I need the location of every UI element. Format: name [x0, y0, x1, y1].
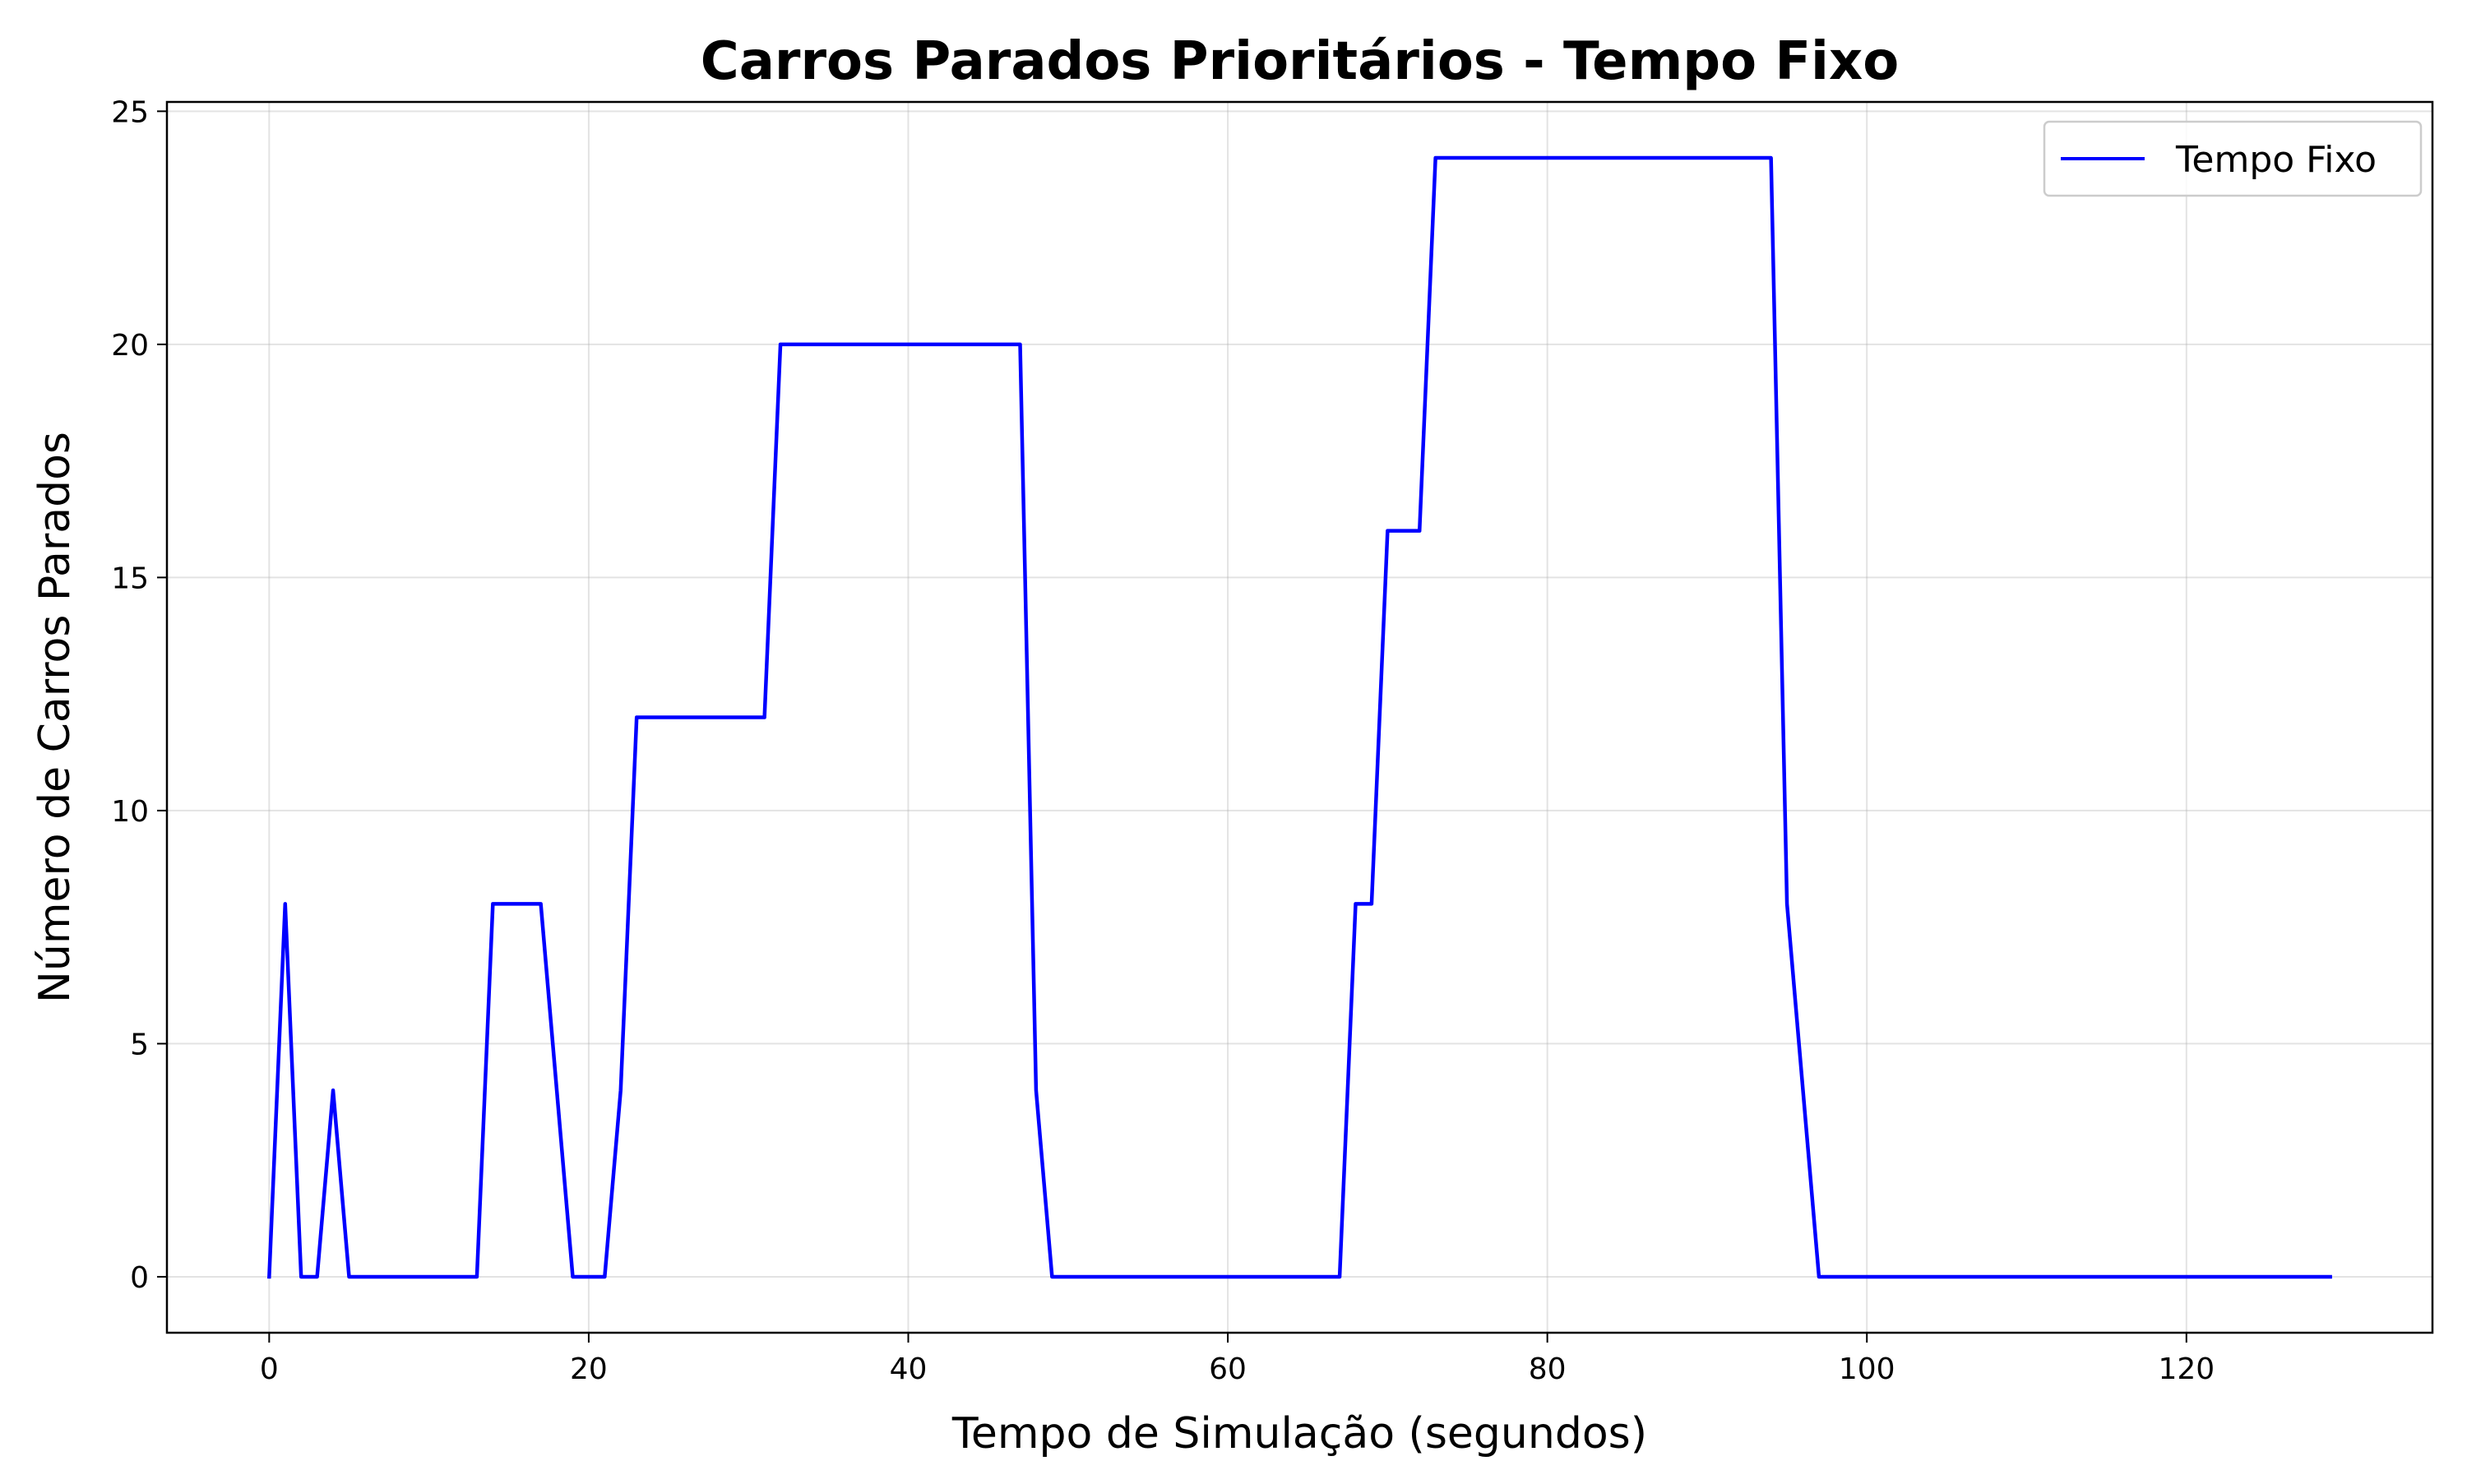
y-tick-label: 25 — [111, 95, 149, 129]
y-tick-label: 5 — [130, 1028, 149, 1061]
grid — [167, 102, 2432, 1333]
y-axis-label: Número de Carros Parados — [30, 432, 80, 1003]
y-tick-label: 15 — [111, 562, 149, 595]
x-axis-ticks: 0 20 40 60 80 100 120 — [260, 1333, 2215, 1386]
y-tick-label: 0 — [130, 1261, 149, 1295]
series-line-0 — [266, 155, 2332, 1279]
x-tick-label: 100 — [1839, 1352, 1895, 1386]
y-tick-label: 20 — [111, 329, 149, 363]
series-layer — [266, 155, 2332, 1279]
legend-box — [2043, 120, 2423, 197]
x-tick-label: 20 — [570, 1352, 608, 1386]
legend-label-tempo-fixo: Tempo Fixo — [2175, 139, 2377, 181]
x-tick-label: 60 — [1209, 1352, 1247, 1386]
x-axis-label: Tempo de Simulação (segundos) — [951, 1409, 1647, 1459]
x-tick-label: 120 — [2158, 1352, 2215, 1386]
legend: Tempo Fixo — [2043, 120, 2423, 197]
y-axis-ticks: 0 5 10 15 20 25 — [111, 95, 167, 1295]
x-tick-label: 40 — [890, 1352, 928, 1386]
x-tick-label: 80 — [1529, 1352, 1567, 1386]
x-tick-label: 0 — [260, 1352, 279, 1386]
y-tick-label: 10 — [111, 795, 149, 829]
chart-title: Carros Parados Prioritários - Tempo Fixo — [701, 31, 1899, 92]
plot-frame — [165, 100, 2434, 1334]
